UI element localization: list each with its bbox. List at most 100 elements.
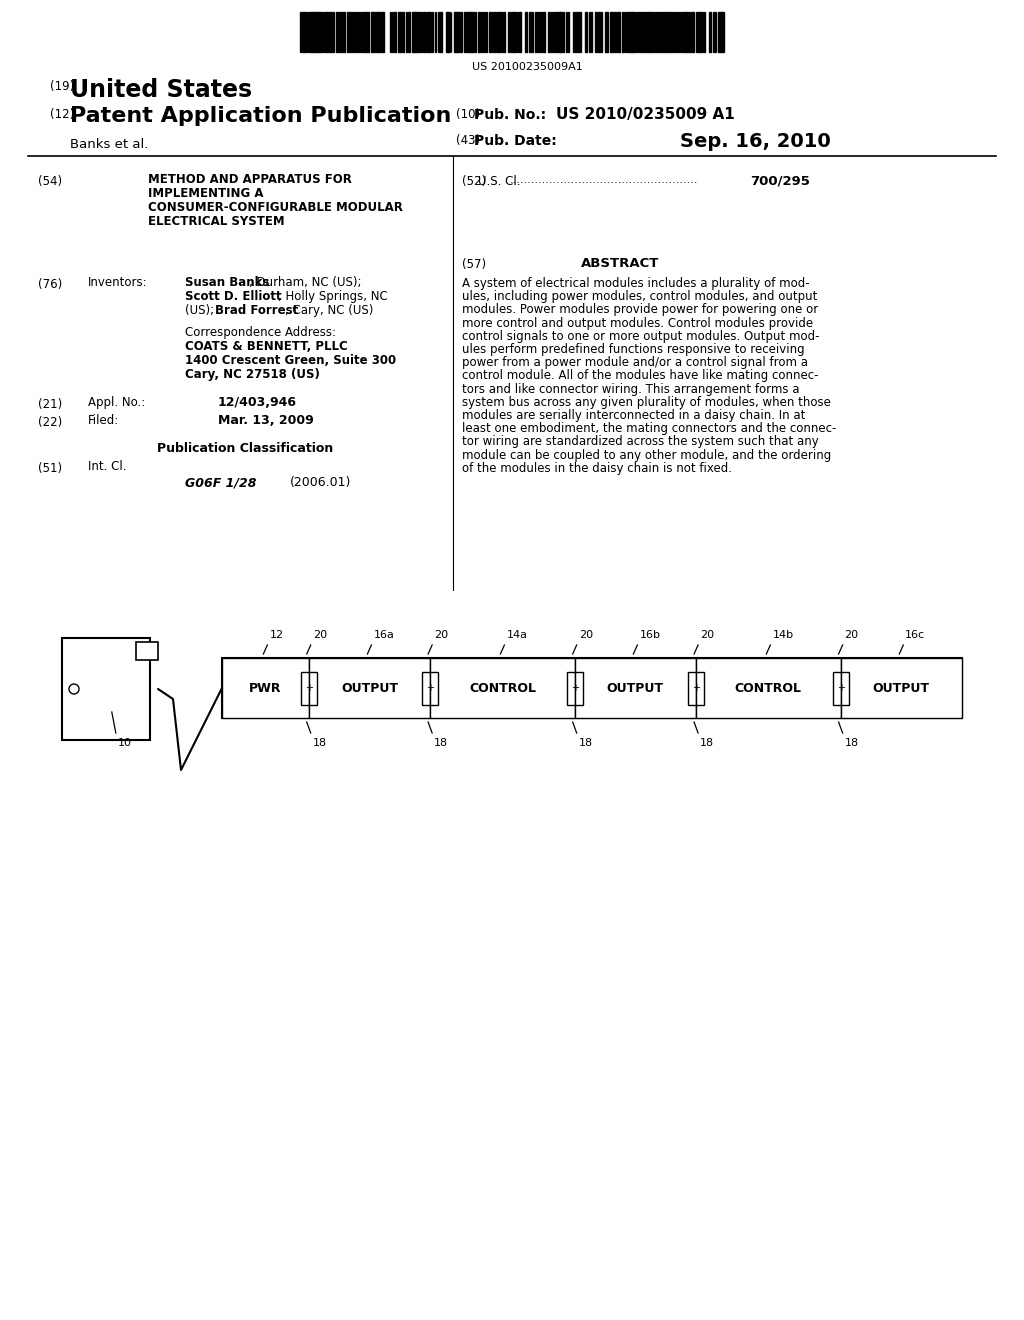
Bar [574,672,583,705]
Bar [529,12,531,51]
Bar [306,12,307,51]
Bar [715,12,716,51]
Bar [639,12,640,51]
Text: 1400 Crescent Green, Suite 300: 1400 Crescent Green, Suite 300 [185,354,396,367]
Text: CONSUMER-CONFIGURABLE MODULAR: CONSUMER-CONFIGURABLE MODULAR [148,201,402,214]
Text: 20: 20 [434,630,449,640]
Text: CONTROL: CONTROL [469,681,536,694]
Bar [719,12,721,51]
Bar [429,12,431,51]
Text: Appl. No.:: Appl. No.: [88,396,145,409]
Text: control module. All of the modules have like mating connec-: control module. All of the modules have … [462,370,818,383]
Text: 16b: 16b [639,630,660,640]
Bar [696,657,841,718]
Text: (51): (51) [38,462,62,475]
Bar [339,12,341,51]
Text: 16c: 16c [905,630,926,640]
Bar [641,12,643,51]
Text: 12/403,946: 12/403,946 [218,396,297,409]
Text: modules are serially interconnected in a daisy chain. In at: modules are serially interconnected in a… [462,409,805,422]
Bar [574,12,577,51]
Text: of the modules in the daisy chain is not fixed.: of the modules in the daisy chain is not… [462,462,732,475]
Bar [577,12,580,51]
Bar [371,12,373,51]
Bar [841,672,849,705]
Text: (19): (19) [50,81,75,92]
Bar [222,657,308,718]
Bar [633,12,634,51]
Bar [317,12,319,51]
Bar [415,12,417,51]
Bar [499,12,500,51]
Text: 700/295: 700/295 [750,174,810,187]
Bar [489,12,490,51]
Bar [420,12,422,51]
Bar [445,12,447,51]
Bar [331,12,332,51]
Bar [703,12,706,51]
Bar [691,12,692,51]
Text: ELECTRICAL SYSTEM: ELECTRICAL SYSTEM [148,215,285,228]
Text: 20: 20 [579,630,593,640]
Text: system bus across any given plurality of modules, when those: system bus across any given plurality of… [462,396,830,409]
Text: Susan Banks: Susan Banks [185,276,269,289]
Text: Publication Classification: Publication Classification [158,442,334,455]
Bar [494,12,496,51]
Bar [349,12,351,51]
Text: 10: 10 [118,738,132,748]
Bar [567,12,569,51]
Bar [412,12,414,51]
Bar [508,12,509,51]
Bar [525,12,526,51]
Bar [677,12,679,51]
Bar [456,12,458,51]
Bar [382,12,384,51]
Bar [635,12,636,51]
Text: tor wiring are standardized across the system such that any: tor wiring are standardized across the s… [462,436,819,449]
Text: , Holly Springs, NC: , Holly Springs, NC [278,290,387,304]
Bar [474,12,476,51]
Text: Sep. 16, 2010: Sep. 16, 2010 [680,132,830,150]
Bar [682,12,683,51]
Bar [519,12,521,51]
Bar [409,12,410,51]
Text: (54): (54) [38,176,62,187]
Text: (76): (76) [38,279,62,290]
Text: +: + [837,682,845,693]
Bar [311,12,313,51]
Bar [841,657,962,718]
Text: Correspondence Address:: Correspondence Address: [185,326,336,339]
Bar [301,672,308,705]
Text: +: + [305,682,312,693]
Text: Banks et al.: Banks et al. [70,139,148,150]
Bar [610,12,611,51]
Bar [614,12,616,51]
Bar [510,12,511,51]
Text: Filed:: Filed: [88,414,119,426]
Text: 14b: 14b [772,630,794,640]
Bar [501,12,502,51]
Text: OUTPUT: OUTPUT [872,681,930,694]
Text: A system of electrical modules includes a plurality of mod-: A system of electrical modules includes … [462,277,810,290]
Text: OUTPUT: OUTPUT [341,681,398,694]
Bar [303,12,305,51]
Bar [630,12,632,51]
Bar [422,672,430,705]
Bar [406,12,408,51]
Bar [449,12,450,51]
Bar [361,12,365,51]
Bar [374,12,375,51]
Text: 20: 20 [312,630,327,640]
Bar [308,657,430,718]
Bar [512,12,514,51]
Bar [696,672,705,705]
Text: ules perform predefined functions responsive to receiving: ules perform predefined functions respon… [462,343,805,356]
Bar [555,12,557,51]
Bar [423,12,425,51]
Text: least one embodiment, the mating connectors and the connec-: least one embodiment, the mating connect… [462,422,837,436]
Bar [418,12,419,51]
Bar [553,12,554,51]
Text: Int. Cl.: Int. Cl. [88,459,127,473]
Bar [680,12,681,51]
Bar [551,12,552,51]
